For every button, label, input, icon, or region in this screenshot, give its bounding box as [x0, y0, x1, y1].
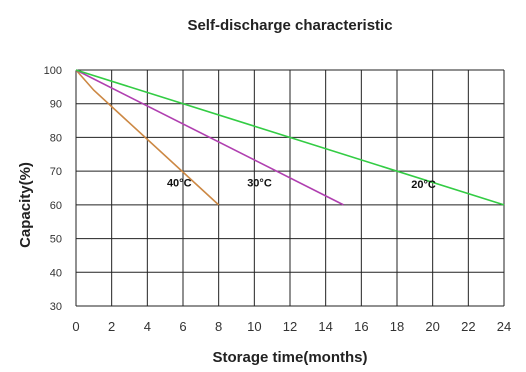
x-tick-label: 10: [247, 319, 261, 334]
x-tick-label: 14: [318, 319, 332, 334]
x-tick-label: 20: [425, 319, 439, 334]
series-lines: [75, 69, 505, 206]
x-tick-labels: 0 2 4 6 8 10 12 14 16 18 20 22 24: [72, 319, 511, 334]
x-tick-label: 8: [215, 319, 222, 334]
y-tick-label: 40: [50, 267, 62, 279]
y-axis-label: Capacity(%): [17, 162, 34, 248]
y-tick-label: 60: [50, 200, 62, 212]
series-labels: 40°C 30°C 20°C: [167, 177, 436, 191]
y-tick-labels: 30 40 50 60 70 80 90 100: [44, 65, 62, 313]
series-line: [75, 69, 505, 206]
series-line: [75, 69, 344, 206]
y-tick-label: 80: [50, 132, 62, 144]
chart-title: Self-discharge characteristic: [187, 17, 392, 34]
grid: [75, 69, 505, 307]
x-tick-label: 4: [144, 319, 151, 334]
y-tick-label: 50: [50, 234, 62, 246]
x-tick-label: 2: [108, 319, 115, 334]
x-tick-label: 18: [390, 319, 404, 334]
y-tick-label: 30: [50, 301, 62, 313]
series-label: 40°C: [167, 177, 192, 189]
x-tick-label: 24: [497, 319, 511, 334]
x-tick-label: 12: [283, 319, 297, 334]
y-tick-label: 70: [50, 166, 62, 178]
series-label: 20°C: [411, 179, 436, 191]
x-tick-label: 6: [179, 319, 186, 334]
series-line: [75, 69, 220, 206]
x-tick-label: 0: [72, 319, 79, 334]
x-tick-label: 22: [461, 319, 475, 334]
y-tick-label: 100: [44, 65, 62, 77]
y-tick-label: 90: [50, 99, 62, 111]
series-label: 30°C: [247, 177, 272, 189]
x-axis-label: Storage time(months): [212, 349, 367, 366]
x-tick-label: 16: [354, 319, 368, 334]
